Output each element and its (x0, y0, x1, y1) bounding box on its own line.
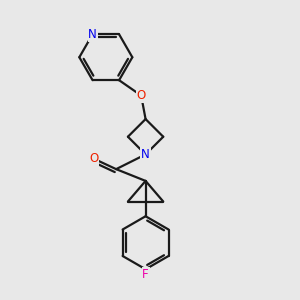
Text: O: O (136, 89, 146, 102)
Text: N: N (141, 148, 150, 161)
Text: F: F (142, 268, 149, 281)
Text: O: O (89, 152, 99, 165)
Text: N: N (88, 28, 97, 41)
